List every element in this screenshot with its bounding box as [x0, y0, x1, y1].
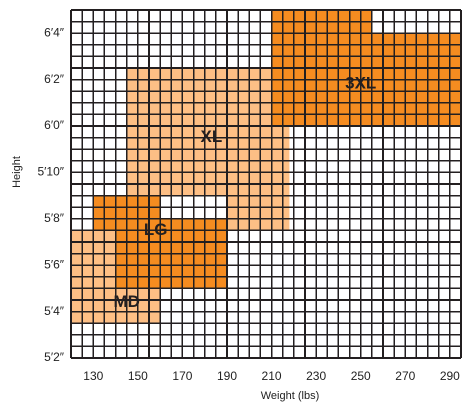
size-region-labels: MD LG XL 3XL [113, 74, 376, 311]
y-tick-label: 5′8″ [44, 211, 65, 225]
chart-grid [70, 9, 462, 359]
x-tick-label: 190 [217, 369, 237, 383]
x-tick-label: 150 [128, 369, 148, 383]
y-tick-label: 6′2″ [44, 72, 65, 86]
y-tick-label: 5′10″ [37, 165, 64, 179]
size-region-label-3xl: 3XL [345, 74, 376, 93]
y-axis-ticks: 5′2″ 5′4″ 5′6″ 5′8″ 5′10″ 6′0″ 6′2″ 6′4″ [37, 25, 64, 364]
y-axis-title: Height [11, 156, 23, 188]
y-tick-label: 6′4″ [44, 25, 65, 39]
size-region-label-xl: XL [201, 127, 223, 146]
size-region-xl-block-3 [227, 195, 290, 231]
y-tick-label: 6′0″ [44, 118, 65, 132]
x-tick-label: 250 [351, 369, 371, 383]
size-region-xl-block-2 [126, 114, 290, 196]
x-tick-label: 230 [306, 369, 326, 383]
size-region-label-md: MD [113, 292, 139, 311]
y-tick-label: 5′2″ [44, 350, 65, 364]
size-region-xl [126, 68, 290, 231]
x-axis-title: Weight (lbs) [261, 390, 319, 402]
x-tick-label: 130 [83, 369, 103, 383]
x-axis-ticks: 130 150 170 190 210 230 250 270 290 [83, 369, 460, 383]
y-tick-label: 5′4″ [44, 304, 65, 318]
x-tick-label: 170 [172, 369, 192, 383]
x-tick-label: 290 [440, 369, 460, 383]
x-tick-label: 270 [395, 369, 415, 383]
y-tick-label: 5′6″ [44, 257, 65, 271]
size-region-label-lg: LG [144, 220, 168, 239]
x-tick-label: 210 [262, 369, 282, 383]
